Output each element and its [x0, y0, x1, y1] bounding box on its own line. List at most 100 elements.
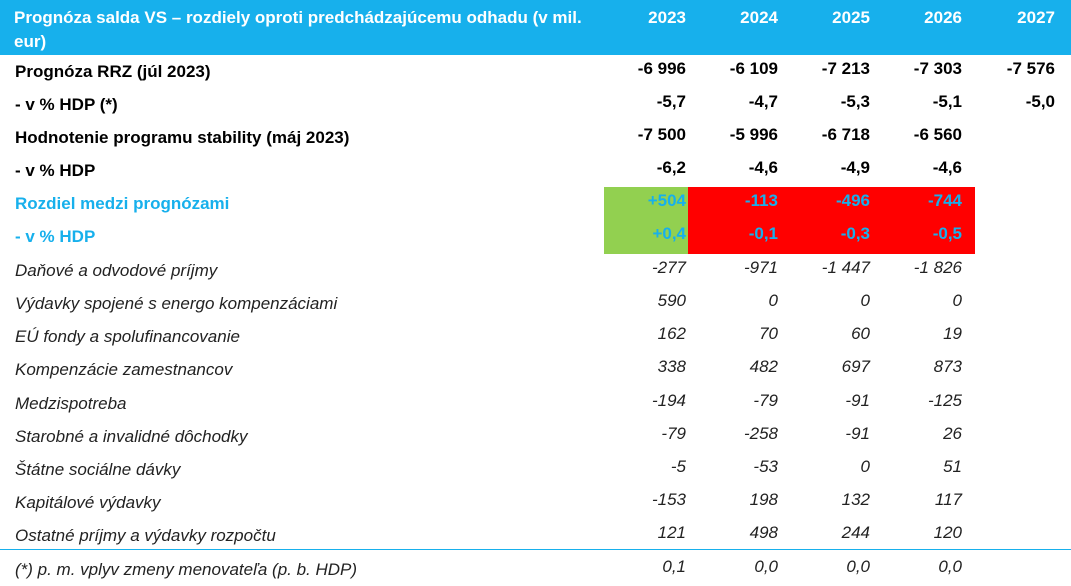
table-row: Výdavky spojené s energo kompenzáciami 59…	[0, 287, 1071, 320]
value-2026: 117	[934, 490, 962, 509]
value-2024: 198	[749, 490, 778, 509]
table-row: Prognóza RRZ (júl 2023) -6 996 -6 109 -7 21…	[0, 55, 1071, 88]
value-2025: 0,0	[846, 557, 870, 576]
value-2024: 0	[768, 291, 778, 310]
value-2026: 873	[933, 357, 962, 376]
value-2025: -91	[845, 391, 870, 410]
table-row: Kapitálové výdavky -153 198 132 117	[0, 486, 1071, 519]
value-2024: -971	[743, 258, 778, 277]
value-2023: +0,4	[652, 224, 686, 243]
row-label: Výdavky spojené s energo kompenzáciami	[15, 294, 338, 313]
row-label: - v % HDP	[15, 227, 96, 246]
value-2026: 51	[943, 457, 962, 476]
value-2024: -113	[744, 191, 778, 210]
row-label: Kapitálové výdavky	[15, 493, 161, 512]
value-2024: -4,6	[748, 158, 778, 177]
table-row: - v % HDP +0,4 -0,1 -0,3 -0,5	[0, 220, 1071, 253]
row-label: Štátne sociálne dávky	[15, 460, 181, 479]
value-2023: 0,1	[662, 557, 686, 576]
value-2025: 244	[841, 523, 870, 542]
row-label: Rozdiel medzi prognózami	[15, 194, 230, 213]
value-2023: -194	[651, 391, 686, 410]
year-2026-header: 2026	[924, 8, 962, 27]
value-2023: 590	[657, 291, 686, 310]
row-label: Medzispotreba	[15, 394, 127, 413]
value-2024: -5 996	[729, 125, 778, 144]
value-2025: -0,3	[840, 224, 870, 243]
table-row: - v % HDP (*) -5,7 -4,7 -5,3 -5,1 -5,0	[0, 88, 1071, 121]
table-row: (*) p. m. vplyv zmeny menovateľa (p. b. …	[0, 553, 1071, 586]
value-2023: -6,2	[656, 158, 686, 177]
table-title: Prognóza salda VS – rozdiely oproti pred…	[14, 8, 582, 51]
table-row: EÚ fondy a spolufinancovanie 162 70 60 19	[0, 320, 1071, 353]
footnote-divider	[0, 549, 1071, 550]
value-2023: +504	[647, 191, 686, 210]
row-label: - v % HDP	[15, 161, 96, 180]
value-2023: -5,7	[656, 92, 686, 111]
table-row: Daňové a odvodové príjmy -277 -971 -1 447 -1…	[0, 254, 1071, 287]
value-2024: -79	[753, 391, 778, 410]
value-2026: -4,6	[932, 158, 962, 177]
row-label: Starobné a invalidné dôchodky	[15, 427, 248, 446]
value-2023: 162	[657, 324, 686, 343]
value-2027: -5,0	[1025, 92, 1055, 111]
value-2026: -125	[927, 391, 962, 410]
value-2026: 26	[943, 424, 962, 443]
value-2023: -6 996	[637, 59, 686, 78]
value-2023: -153	[651, 490, 686, 509]
row-label: Hodnotenie programu stability (máj 2023)	[15, 128, 350, 147]
table-header: Prognóza salda VS – rozdiely oproti pred…	[0, 0, 1071, 55]
value-2025: 0	[860, 457, 870, 476]
value-2025: -496	[835, 191, 870, 210]
row-label: - v % HDP (*)	[15, 95, 118, 114]
value-2023: -277	[651, 258, 686, 277]
year-2027-header: 2027	[1017, 8, 1055, 27]
value-2026: 120	[933, 523, 962, 542]
value-2025: -6 718	[821, 125, 870, 144]
row-label: (*) p. m. vplyv zmeny menovateľa (p. b. …	[15, 560, 358, 579]
value-2026: -1 826	[913, 258, 962, 277]
value-2025: 0	[860, 291, 870, 310]
value-2026: -5,1	[932, 92, 962, 111]
value-2026: 19	[943, 324, 962, 343]
table-row: Starobné a invalidné dôchodky -79 -258 -91 2…	[0, 420, 1071, 453]
table-row: Kompenzácie zamestnancov 338 482 697 873	[0, 353, 1071, 386]
value-2026: 0	[952, 291, 962, 310]
table-row: Ostatné príjmy a výdavky rozpočtu 121 498 2…	[0, 519, 1071, 552]
value-2024: 0,0	[754, 557, 778, 576]
table-row: Štátne sociálne dávky -5 -53 0 51	[0, 453, 1071, 486]
value-2026: -6 560	[913, 125, 962, 144]
value-2026: 0,0	[938, 557, 962, 576]
value-2024: -6 109	[729, 59, 778, 78]
value-2025: 132	[841, 490, 870, 509]
value-2023: 121	[657, 523, 686, 542]
value-2025: -7 213	[821, 59, 870, 78]
value-2024: -4,7	[748, 92, 778, 111]
row-label: Kompenzácie zamestnancov	[15, 360, 233, 379]
year-2025-header: 2025	[832, 8, 870, 27]
row-label: Daňové a odvodové príjmy	[15, 261, 218, 280]
value-2026: -7 303	[913, 59, 962, 78]
value-2027: -7 576	[1006, 59, 1055, 78]
value-2024: 70	[759, 324, 778, 343]
positive-diff-highlight	[604, 187, 688, 254]
table-row: Rozdiel medzi prognózami +504 -113 -496 -744	[0, 187, 1071, 220]
value-2023: -7 500	[637, 125, 686, 144]
negative-diff-highlight	[688, 187, 975, 254]
value-2025: -91	[845, 424, 870, 443]
year-2023-header: 2023	[648, 8, 686, 27]
value-2023: 338	[657, 357, 686, 376]
value-2025: 697	[841, 357, 870, 376]
value-2025: -1 447	[821, 258, 870, 277]
value-2025: -4,9	[840, 158, 870, 177]
value-2024: 482	[749, 357, 778, 376]
table-row: - v % HDP -6,2 -4,6 -4,9 -4,6	[0, 154, 1071, 187]
value-2024: -258	[743, 424, 778, 443]
value-2024: -0,1	[748, 224, 778, 243]
value-2024: 498	[749, 523, 778, 542]
year-2024-header: 2024	[740, 8, 778, 27]
value-2025: 60	[851, 324, 870, 343]
value-2023: -79	[661, 424, 686, 443]
value-2026: -744	[927, 191, 962, 210]
